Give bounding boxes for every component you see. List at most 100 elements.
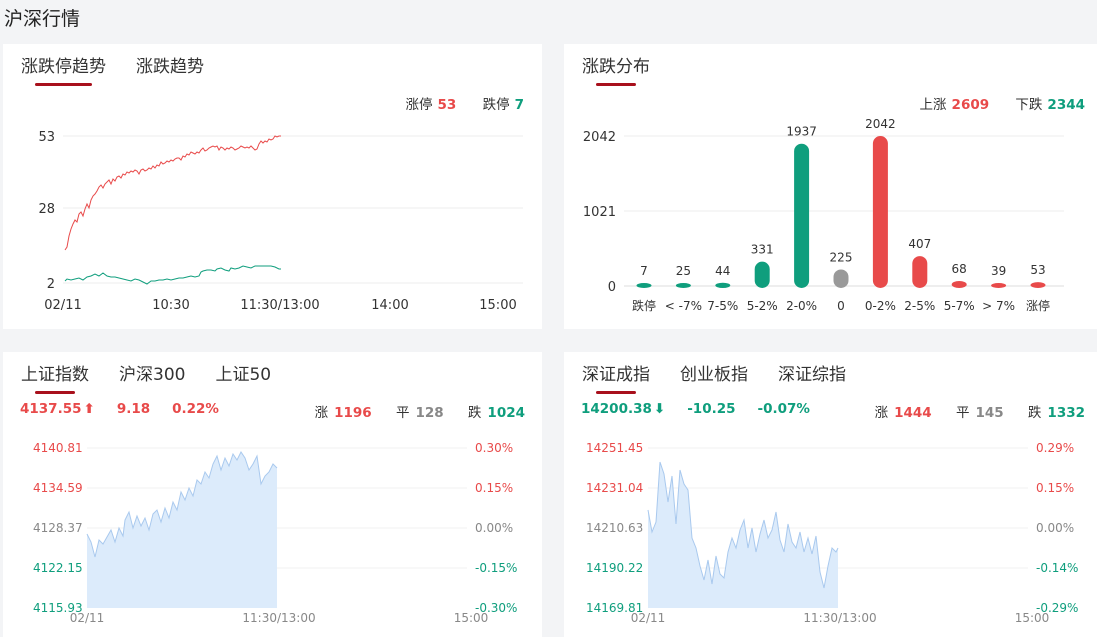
category-label: > 7% bbox=[982, 299, 1015, 313]
sz-left-tick: 14190.22 bbox=[586, 561, 643, 575]
sh-change: 9.18 bbox=[116, 401, 151, 417]
up-count-label: 上涨 bbox=[919, 97, 947, 113]
tab-sz-composite[interactable]: 深证综指 bbox=[778, 365, 846, 385]
sz-right-tick: -0.29% bbox=[1036, 601, 1078, 615]
x-tick: 10:30 bbox=[152, 298, 189, 313]
limit-down-label: 跌停 bbox=[482, 97, 510, 113]
tab-distribution[interactable]: 涨跌分布 bbox=[582, 52, 650, 86]
tab-csi300[interactable]: 沪深300 bbox=[119, 365, 186, 385]
category-label: 2-5% bbox=[904, 299, 935, 313]
category-label: 5-7% bbox=[944, 299, 975, 313]
sh-price-line bbox=[86, 451, 278, 558]
sz-flat-count: 145 bbox=[975, 405, 1004, 421]
tab-sh-composite[interactable]: 上证指数 bbox=[21, 360, 89, 394]
x-tick: 15:00 bbox=[479, 298, 516, 313]
distribution-bar bbox=[951, 281, 967, 288]
distribution-legend: 上涨 2609 下跌 2344 bbox=[920, 93, 1085, 113]
sh-quote: 4137.55 ⬆ 9.18 0.22% bbox=[20, 401, 233, 417]
sh-pct: 0.22% bbox=[172, 401, 219, 417]
sh-x-tick: 15:00 bbox=[454, 611, 489, 625]
sh-price-area bbox=[87, 452, 277, 608]
x-tick: 02/11 bbox=[44, 298, 81, 313]
distribution-bar bbox=[675, 283, 691, 288]
category-label: 5-2% bbox=[747, 299, 778, 313]
sh-left-tick: 4122.15 bbox=[33, 561, 83, 575]
sz-change: -10.25 bbox=[687, 401, 736, 417]
sz-right-tick: -0.14% bbox=[1036, 561, 1078, 575]
sz-right-tick: 0.15% bbox=[1036, 481, 1074, 495]
sh-breadth: 涨 1196 平 128 跌 1024 bbox=[295, 401, 525, 421]
bar-value-label: 7 bbox=[640, 264, 648, 278]
category-label: 跌停 bbox=[632, 298, 656, 313]
sh-intraday-chart: 4140.81 4134.59 4128.37 4122.15 4115.93 … bbox=[33, 441, 517, 625]
sh-x-tick: 11:30/13:00 bbox=[242, 611, 315, 625]
distribution-bar bbox=[636, 283, 652, 288]
bar-value-label: 25 bbox=[676, 264, 691, 278]
sz-price-line bbox=[647, 461, 839, 589]
sh-down-label: 跌 bbox=[467, 405, 482, 421]
sz-left-tick: 14169.81 bbox=[586, 601, 643, 615]
distribution-bar bbox=[754, 261, 770, 288]
sh-flat-label: 平 bbox=[395, 405, 410, 421]
limit-trend-tabs: 涨跌停趋势 涨跌趋势 bbox=[21, 52, 204, 86]
sz-index-card: 深证成指 创业板指 深证综指 14200.38 ⬇ -10.25 -0.07% 涨 14… bbox=[564, 352, 1097, 637]
y-tick: 2042 bbox=[583, 130, 616, 145]
category-label: < -7% bbox=[665, 299, 702, 313]
tab-up-down-trend[interactable]: 涨跌趋势 bbox=[136, 57, 204, 77]
sh-up-label: 涨 bbox=[314, 405, 329, 421]
limit-trend-chart: 53 28 2 02/11 10:30 11:30/13:00 14:00 15… bbox=[38, 130, 523, 313]
up-count-value: 2609 bbox=[951, 97, 990, 113]
distribution-bar bbox=[1030, 282, 1046, 288]
y-tick: 53 bbox=[38, 130, 55, 145]
bar-value-label: 2042 bbox=[865, 117, 896, 131]
limit-legend: 涨停 53 跌停 7 bbox=[406, 93, 525, 113]
y-tick: 2 bbox=[47, 277, 55, 292]
sz-down-count: 1332 bbox=[1047, 405, 1085, 421]
sz-index-tabs: 深证成指 创业板指 深证综指 bbox=[582, 360, 846, 394]
distribution-bar bbox=[872, 136, 888, 288]
bar-value-label: 331 bbox=[751, 243, 774, 257]
sz-breadth: 涨 1444 平 145 跌 1332 bbox=[855, 401, 1085, 421]
category-label: 0 bbox=[837, 299, 845, 313]
arrow-down-icon: ⬇ bbox=[653, 401, 666, 417]
category-label: 2-0% bbox=[786, 299, 817, 313]
sz-price-area bbox=[648, 462, 838, 608]
down-count-value: 2344 bbox=[1047, 97, 1085, 113]
sh-left-tick: 4115.93 bbox=[33, 601, 83, 615]
bar-value-label: 225 bbox=[830, 250, 853, 264]
sz-price: 14200.38 bbox=[581, 401, 652, 417]
limit-trend-card: 涨跌停趋势 涨跌趋势 涨停 53 跌停 7 53 28 2 02/11 10:30 … bbox=[3, 44, 542, 329]
sh-down-count: 1024 bbox=[487, 405, 525, 421]
distribution-bar bbox=[715, 282, 731, 288]
tab-sse50[interactable]: 上证50 bbox=[215, 365, 272, 385]
sz-up-count: 1444 bbox=[894, 405, 932, 421]
sh-left-tick: 4140.81 bbox=[33, 441, 83, 455]
sh-x-tick: 02/11 bbox=[70, 611, 105, 625]
sh-index-tabs: 上证指数 沪深300 上证50 bbox=[21, 360, 272, 394]
sz-right-tick: 0.29% bbox=[1036, 441, 1074, 455]
tab-chinext[interactable]: 创业板指 bbox=[680, 365, 748, 385]
x-tick: 14:00 bbox=[371, 298, 408, 313]
sh-right-tick: 0.15% bbox=[475, 481, 513, 495]
sh-flat-count: 128 bbox=[415, 405, 444, 421]
y-tick: 0 bbox=[608, 280, 616, 295]
sh-right-tick: -0.30% bbox=[475, 601, 517, 615]
sz-x-tick: 11:30/13:00 bbox=[803, 611, 876, 625]
x-tick: 11:30/13:00 bbox=[240, 298, 319, 313]
sz-flat-label: 平 bbox=[955, 405, 970, 421]
category-label: 0-2% bbox=[865, 299, 896, 313]
page-title: 沪深行情 bbox=[4, 8, 81, 30]
sz-down-label: 跌 bbox=[1027, 405, 1042, 421]
y-tick: 1021 bbox=[583, 205, 616, 220]
category-label: 涨停 bbox=[1026, 298, 1050, 313]
sh-left-tick: 4128.37 bbox=[33, 521, 83, 535]
limit-down-line bbox=[64, 265, 281, 285]
sz-left-tick: 14231.04 bbox=[586, 481, 643, 495]
tab-limit-trend[interactable]: 涨跌停趋势 bbox=[21, 52, 106, 86]
limit-down-value: 7 bbox=[514, 97, 524, 113]
sh-left-tick: 4134.59 bbox=[33, 481, 83, 495]
bar-value-label: 68 bbox=[952, 262, 967, 276]
sz-right-tick: 0.00% bbox=[1036, 521, 1074, 535]
sh-up-count: 1196 bbox=[334, 405, 372, 421]
tab-sz-component[interactable]: 深证成指 bbox=[582, 360, 650, 394]
